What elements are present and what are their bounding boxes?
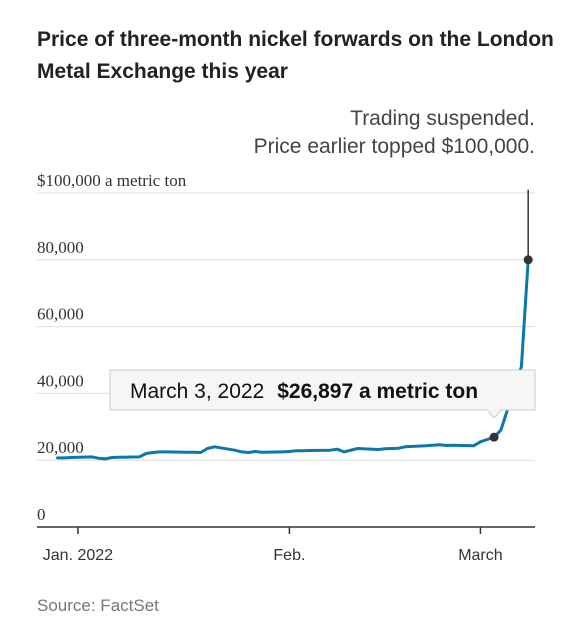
data-point-marker [489, 432, 499, 442]
x-tick-label: March [458, 547, 502, 564]
series-line [56, 258, 530, 461]
annotation-group: Trading suspended. Price earlier topped $… [109, 107, 536, 442]
annotation-line-1: Trading suspended. [350, 107, 535, 130]
tooltip-text: March 3, 2022 $26,897 a metric ton [130, 380, 478, 403]
y-tick-label: 40,000 [37, 371, 84, 390]
series-group [56, 189, 530, 461]
chart-title: Price of three-month nickel forwards on … [37, 28, 554, 83]
x-axis: Jan. 2022 Feb. March [37, 526, 535, 564]
y-tick-label: $100,000 a metric ton [37, 171, 187, 190]
y-tick-label: 60,000 [37, 305, 84, 324]
annotation-line-2: Price earlier topped $100,000. [254, 135, 535, 158]
x-tick-label: Feb. [273, 547, 305, 564]
tooltip-value: $26,897 a metric ton [277, 380, 478, 403]
x-tick-label: Jan. 2022 [43, 547, 113, 564]
data-point-marker [523, 255, 533, 265]
y-tick-label: 80,000 [37, 238, 84, 257]
y-tick-labels: 0 20,000 40,000 60,000 80,000 $100,000 a metr… [37, 171, 187, 524]
grid-lines [37, 192, 535, 461]
tooltip-date: March 3, 2022 [130, 380, 264, 403]
tooltip-box [109, 369, 536, 419]
chart-source: Source: FactSet [37, 596, 159, 615]
y-tick-label: 20,000 [37, 438, 84, 457]
y-tick-label: 0 [37, 505, 46, 524]
